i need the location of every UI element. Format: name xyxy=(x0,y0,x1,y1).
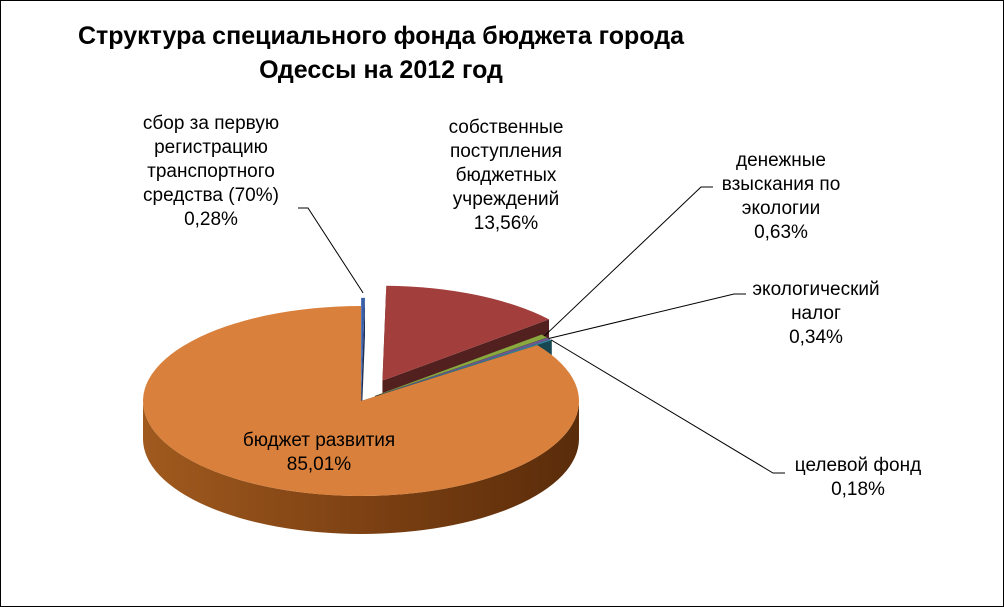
slice-label-2: денежные взыскания по экологии 0,63% xyxy=(722,150,841,243)
slice-label-line-1-0: собственные xyxy=(449,117,564,138)
leader-line-3 xyxy=(548,293,746,340)
leader-lines xyxy=(298,186,785,474)
chart-title-line-2: Одессы на 2012 год xyxy=(259,56,503,84)
slice-label-line-3-1: налог xyxy=(791,303,841,324)
slice-label-0: сбор за первую регистрацию транспортного ср… xyxy=(143,113,279,230)
slice-labels: сбор за первую регистрацию транспортного ср… xyxy=(143,113,921,500)
slice-label-line-1-3: учреждений xyxy=(453,189,559,210)
leader-line-2 xyxy=(543,186,713,337)
slice-label-line-0-2: транспортного xyxy=(147,161,275,182)
slice-value-3: 0,34% xyxy=(789,327,843,348)
slice-top-5 xyxy=(142,306,579,497)
slice-value-2: 0,63% xyxy=(754,222,808,243)
leader-line-4 xyxy=(550,339,785,474)
slice-label-line-1-2: бюджетных xyxy=(456,165,557,186)
chart-title: Структура специального фонда бюджета гор… xyxy=(61,19,701,87)
leader-line-0 xyxy=(298,207,364,294)
slice-top-2 xyxy=(374,334,547,396)
slice-top-0 xyxy=(361,297,365,393)
slice-label-line-5-0: бюджет развития xyxy=(243,430,395,451)
slice-label-line-2-1: взыскания по xyxy=(722,174,841,195)
slice-side-5-0 xyxy=(143,401,579,534)
slice-face-0-1 xyxy=(361,297,365,431)
slice-label-3: экологический налог 0,34% xyxy=(752,279,879,348)
slice-top-3 xyxy=(375,337,551,397)
slice-top-4 xyxy=(375,339,552,397)
slice-label-line-1-1: поступления xyxy=(450,141,562,162)
slice-label-4: целевой фонд 0,18% xyxy=(795,455,921,500)
slice-value-1: 13,56% xyxy=(474,213,539,234)
chart-title-line-1: Структура специального фонда бюджета гор… xyxy=(77,22,685,50)
pie-tops xyxy=(142,285,579,497)
slice-label-line-0-0: сбор за первую xyxy=(143,113,279,134)
slice-top-1 xyxy=(382,285,550,381)
slice-value-4: 0,18% xyxy=(831,479,885,500)
slice-label-5: бюджет развития 85,01% xyxy=(243,430,395,475)
slice-label-line-4-0: целевой фонд xyxy=(795,455,921,476)
slice-value-0: 0,28% xyxy=(184,209,238,230)
slice-label-line-0-3: средства (70%) xyxy=(143,185,279,206)
slice-label-line-2-2: экологии xyxy=(742,198,820,219)
slice-label-line-3-0: экологический xyxy=(752,279,879,300)
slice-value-5: 85,01% xyxy=(287,454,352,475)
slice-label-line-2-0: денежные xyxy=(736,150,826,171)
slice-label-line-0-1: регистрацию xyxy=(154,137,268,158)
slice-label-1: собственные поступления бюджетных учреждени… xyxy=(449,117,564,234)
